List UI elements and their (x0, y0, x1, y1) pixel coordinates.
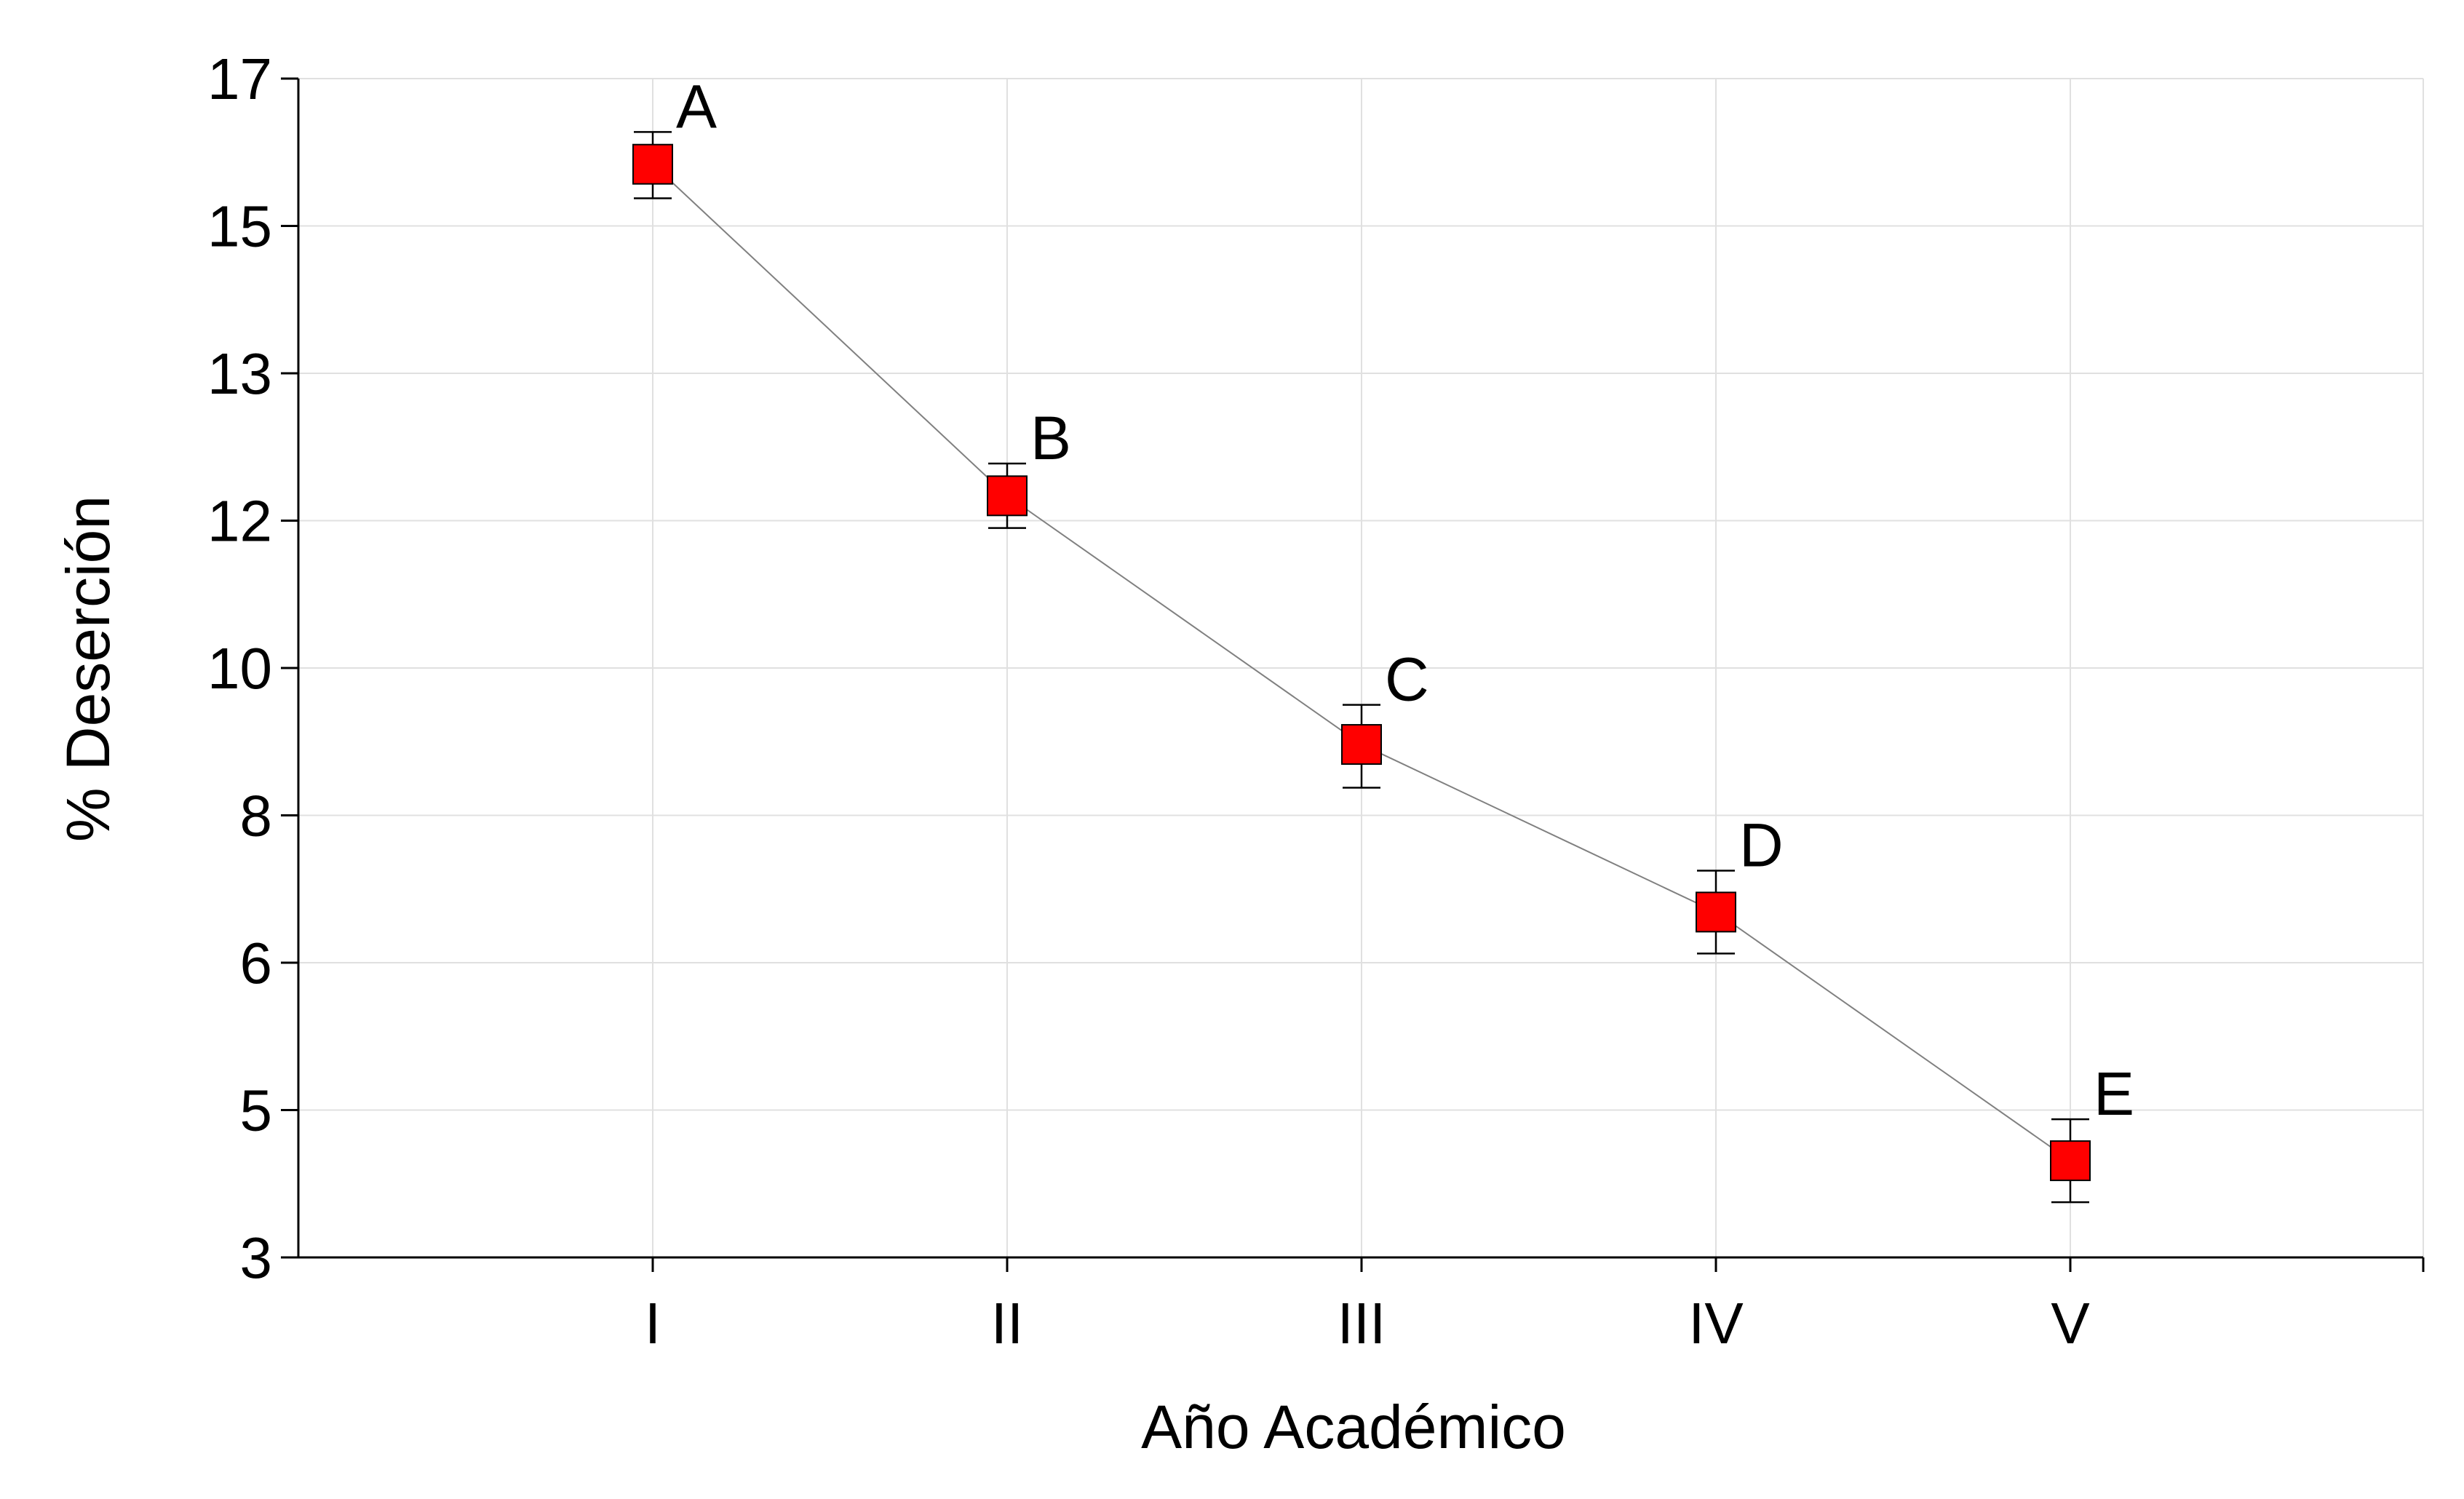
y-tick-label: 8 (240, 784, 273, 848)
data-point-label: C (1385, 645, 1429, 714)
x-tick-label: II (991, 1291, 1023, 1356)
data-point-marker (1696, 891, 1736, 933)
y-tick-label: 5 (240, 1078, 273, 1143)
grid-lines (298, 78, 2424, 1258)
data-point-marker (2050, 1140, 2091, 1182)
x-tick-label: V (2051, 1291, 2090, 1356)
y-tick-label: 10 (207, 636, 272, 701)
y-tick-label: 12 (207, 489, 272, 554)
data-point-marker (1341, 724, 1382, 766)
data-point-label: D (1739, 811, 1784, 879)
y-axis-title: % Deserción (54, 496, 122, 842)
data-point-label: A (676, 72, 717, 140)
data-point-marker (632, 143, 673, 185)
data-point-label: B (1030, 404, 1071, 472)
y-tick-label: 3 (240, 1225, 273, 1290)
y-tick-label: 17 (207, 47, 272, 111)
y-tick-label: 6 (240, 931, 273, 995)
data-series: A B C D E (632, 72, 2134, 1204)
x-tick-label: IV (1688, 1291, 1744, 1356)
x-tick-label: III (1338, 1291, 1386, 1356)
data-point-marker (987, 475, 1028, 517)
tick-marks (281, 77, 2425, 1272)
y-tick-label: 15 (207, 194, 272, 259)
x-axis-title: Año Académico (1141, 1393, 1566, 1461)
data-point-label: E (2094, 1059, 2134, 1128)
y-tick-label: 13 (207, 341, 272, 406)
x-tick-label: I (645, 1291, 661, 1356)
